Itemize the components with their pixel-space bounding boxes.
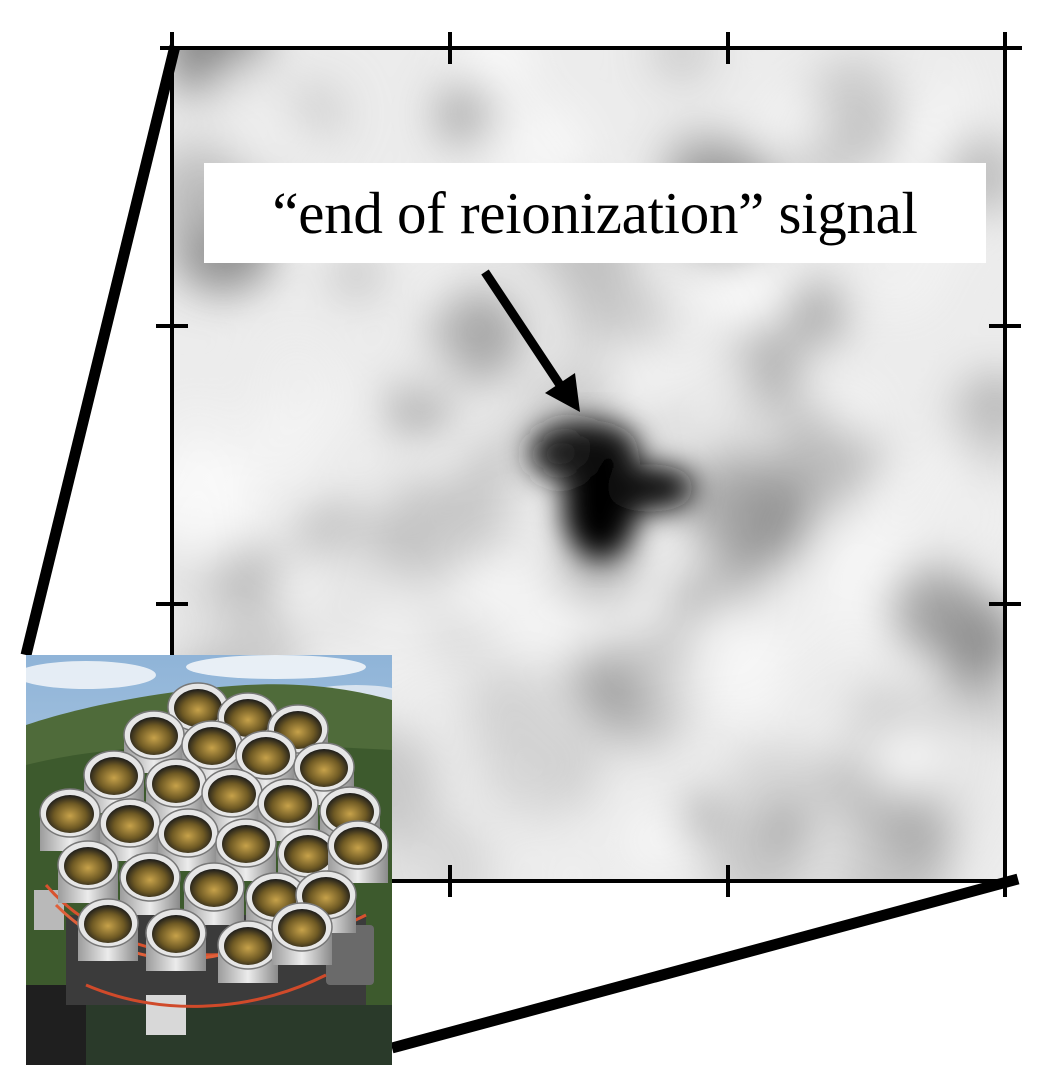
noise-blob <box>827 383 881 437</box>
noise-blob <box>927 69 984 126</box>
lens-tube <box>217 920 279 983</box>
noise-blob <box>683 797 722 835</box>
lens-tube <box>271 902 333 965</box>
noise-blob <box>257 332 332 406</box>
noise-blob <box>909 479 998 568</box>
noise-blob <box>172 450 258 565</box>
lens-tube <box>57 840 119 903</box>
noise-blob <box>625 809 688 872</box>
noise-blob <box>869 723 940 794</box>
noise-blob <box>461 48 531 93</box>
noise-blob <box>863 477 901 514</box>
noise-blob <box>393 505 478 591</box>
noise-blob <box>464 662 555 753</box>
noise-blob <box>591 669 644 721</box>
lens-tube <box>77 898 139 961</box>
noise-blob <box>437 81 503 147</box>
noise-blob <box>444 564 502 622</box>
noise-blob <box>915 48 963 73</box>
lens-tube <box>327 820 389 883</box>
lens-tube <box>183 862 245 925</box>
noise-blob <box>551 854 594 881</box>
noise-blob <box>363 573 439 649</box>
lens-tube <box>157 808 219 871</box>
annotation-label: “end of reionization” signal <box>272 179 918 246</box>
telescope-photo-illustration <box>26 655 392 1065</box>
noise-blob <box>671 574 711 614</box>
map-ticks <box>156 32 1022 897</box>
noise-blob <box>882 798 958 873</box>
noise-blob <box>818 54 893 129</box>
annotation-callout: “end of reionization” signal <box>204 163 986 263</box>
noise-blob <box>673 450 782 559</box>
noise-blob <box>961 415 1005 475</box>
noise-blob <box>766 91 827 152</box>
noise-blob <box>213 541 284 612</box>
noise-blob <box>674 608 780 715</box>
lens-tube <box>145 908 207 971</box>
noise-blob <box>651 48 713 84</box>
zoom-connector-lines <box>20 44 1020 1054</box>
signal-blob <box>530 420 695 560</box>
noise-blob <box>759 800 816 857</box>
noise-blob <box>815 718 855 759</box>
inset-telescope-photo <box>26 655 392 1065</box>
noise-blob <box>484 83 546 145</box>
noise-blob <box>394 857 434 881</box>
signal-arrow <box>481 269 580 412</box>
noise-blob <box>887 561 985 659</box>
noise-blob <box>402 346 456 400</box>
lens-tube <box>99 798 161 861</box>
noise-blob <box>667 340 757 430</box>
noise-blob <box>440 308 494 362</box>
noise-blob <box>415 268 458 311</box>
